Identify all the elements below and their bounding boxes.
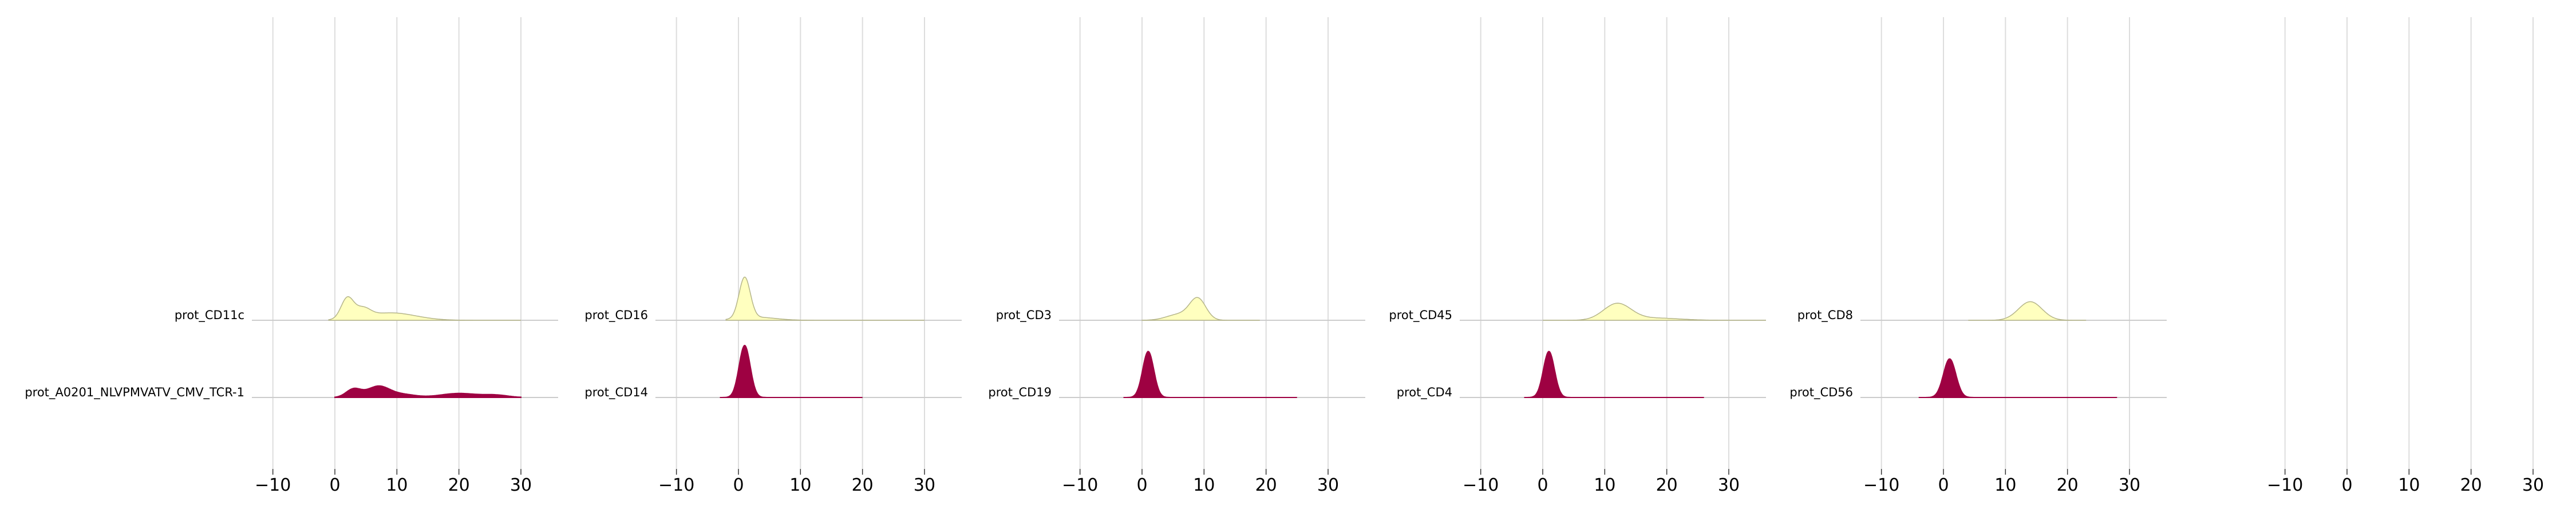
x-tick-label: 30 [1718,475,1740,495]
ridge-label: prot_CD4 [1397,385,1452,400]
x-tick-label: 30 [2522,475,2544,495]
ridge-density-prot_CD56 [1918,358,2117,398]
ridge-density-prot_CD8 [1968,301,2087,321]
ridge-label: prot_CD45 [1389,308,1452,323]
x-tick-label: 30 [510,475,532,495]
x-tick-label: 0 [1938,475,1949,495]
x-tick-label: 20 [1255,475,1277,495]
x-tick-label: 10 [1193,475,1215,495]
x-tick-label: 20 [852,475,874,495]
x-tick-label: −10 [255,475,291,495]
ridge-label: prot_A0201_NLVPMVATV_CMV_TCR-1 [25,385,244,400]
x-tick-label: 0 [1537,475,1548,495]
x-tick-label: 10 [789,475,811,495]
ridge-density-prot_CD16 [725,276,924,321]
x-tick-label: 20 [2460,475,2482,495]
ridge-label: prot_CD19 [988,385,1052,400]
ridge-density-prot_CD14 [720,344,863,398]
ridge-label: prot_CD16 [584,308,648,323]
ridge-label: prot_CD14 [584,385,648,400]
ridge-density-prot_A0201_NLVPMVATV_CMV_TCR-1 [334,385,521,398]
x-tick-label: 30 [1317,475,1339,495]
x-tick-label: 30 [2119,475,2140,495]
ridge-label: prot_CD8 [1797,308,1853,323]
x-tick-label: 10 [386,475,408,495]
ridge-label: prot_CD3 [996,308,1052,323]
x-tick-label: 10 [2398,475,2420,495]
x-tick-label: 20 [2057,475,2079,495]
ridge-density-prot_CD3 [1141,297,1260,321]
x-tick-label: 0 [733,475,744,495]
ridge-label: prot_CD11c [175,308,244,323]
x-tick-label: 20 [448,475,470,495]
x-tick-label: −10 [1062,475,1098,495]
x-tick-label: 0 [1136,475,1147,495]
ridge-density-prot_CD4 [1524,351,1704,398]
x-tick-label: −10 [2267,475,2303,495]
x-tick-label: 0 [2341,475,2352,495]
x-tick-label: 30 [914,475,935,495]
x-tick-label: 0 [329,475,340,495]
ridge-label: prot_CD56 [1789,385,1853,400]
ridge-density-prot_CD45 [1543,303,1766,321]
x-tick-label: −10 [1863,475,1899,495]
x-tick-label: −10 [1463,475,1499,495]
x-tick-label: 10 [1994,475,2016,495]
x-tick-label: 10 [1594,475,1615,495]
x-tick-label: 20 [1656,475,1678,495]
ridge-density-prot_CD19 [1123,351,1297,398]
ridge-density-prot_CD11c [328,296,521,321]
x-tick-label: −10 [658,475,694,495]
